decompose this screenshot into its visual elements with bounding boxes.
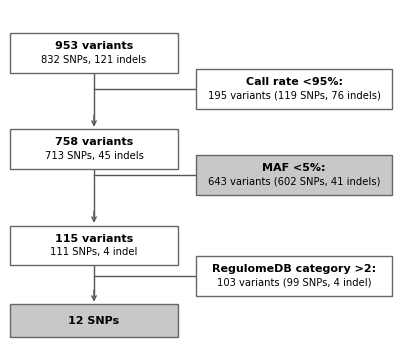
Text: Call rate <95%:: Call rate <95%: — [246, 78, 342, 87]
Bar — [196, 155, 392, 195]
Text: 111 SNPs, 4 indel: 111 SNPs, 4 indel — [50, 247, 138, 257]
Bar — [196, 257, 392, 296]
Bar — [10, 305, 178, 337]
Text: 195 variants (119 SNPs, 76 indels): 195 variants (119 SNPs, 76 indels) — [208, 91, 380, 101]
Text: 115 variants: 115 variants — [55, 234, 133, 244]
Bar — [10, 226, 178, 265]
Text: 832 SNPs, 121 indels: 832 SNPs, 121 indels — [41, 55, 147, 65]
Text: 643 variants (602 SNPs, 41 indels): 643 variants (602 SNPs, 41 indels) — [208, 177, 380, 187]
Bar — [10, 34, 178, 73]
Text: 103 variants (99 SNPs, 4 indel): 103 variants (99 SNPs, 4 indel) — [217, 278, 371, 288]
Text: 713 SNPs, 45 indels: 713 SNPs, 45 indels — [44, 151, 144, 161]
Bar — [10, 130, 178, 169]
Text: RegulomeDB category >2:: RegulomeDB category >2: — [212, 264, 376, 274]
Text: MAF <5%:: MAF <5%: — [262, 163, 326, 173]
Bar — [196, 69, 392, 109]
Text: 12 SNPs: 12 SNPs — [68, 316, 120, 326]
Text: 758 variants: 758 variants — [55, 138, 133, 147]
Text: 953 variants: 953 variants — [55, 42, 133, 51]
